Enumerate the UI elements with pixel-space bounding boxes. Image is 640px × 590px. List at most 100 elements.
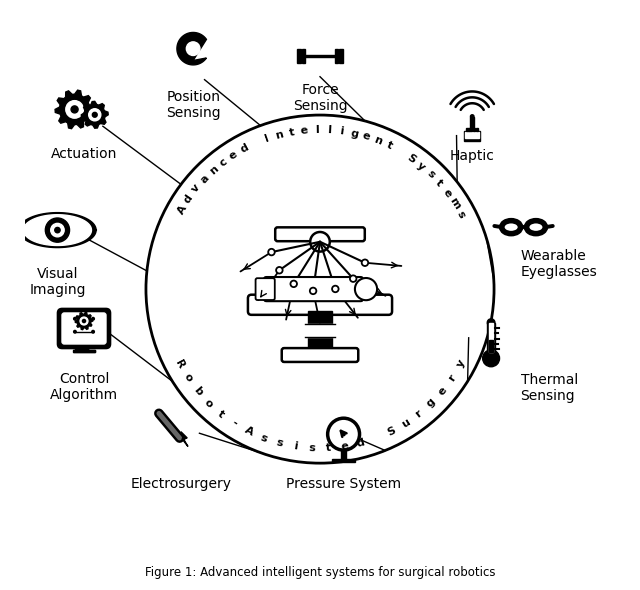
Text: n: n [207,164,220,177]
Text: Control
Algorithm: Control Algorithm [50,372,118,402]
Text: u: u [399,417,412,430]
Polygon shape [341,450,346,458]
Circle shape [89,109,101,121]
Polygon shape [81,101,108,128]
Text: t: t [216,408,227,419]
Text: d: d [182,193,195,205]
Circle shape [66,101,83,118]
Circle shape [355,278,377,300]
Text: I: I [264,133,271,144]
Text: e: e [300,125,308,136]
Text: e: e [436,385,449,397]
Circle shape [74,330,76,333]
Text: s: s [259,432,269,444]
Polygon shape [335,48,339,63]
Text: t: t [385,140,394,152]
Polygon shape [339,48,342,63]
Text: d: d [239,143,250,155]
Text: n: n [274,129,284,141]
Text: d: d [355,437,365,449]
Polygon shape [19,212,96,248]
Text: a: a [198,173,211,185]
Circle shape [186,42,200,55]
FancyBboxPatch shape [264,277,364,301]
Circle shape [328,418,360,450]
Text: n: n [372,135,383,147]
Circle shape [483,350,500,367]
Text: Thermal
Sensing: Thermal Sensing [520,373,578,403]
Polygon shape [55,90,94,129]
Text: A: A [175,203,189,216]
Polygon shape [332,458,355,462]
Polygon shape [301,48,305,63]
Text: s: s [308,443,316,453]
Polygon shape [469,127,472,132]
Text: o: o [202,397,215,409]
Text: m: m [447,196,461,211]
Circle shape [83,319,86,323]
Polygon shape [181,432,188,447]
Text: c: c [218,156,229,169]
Circle shape [71,106,78,113]
Circle shape [92,330,94,333]
Circle shape [362,260,368,266]
Text: y: y [415,160,427,172]
Circle shape [276,267,283,274]
Text: s: s [275,437,284,449]
Polygon shape [487,323,495,354]
Circle shape [45,218,70,242]
Circle shape [92,112,97,117]
FancyBboxPatch shape [275,227,365,241]
Circle shape [310,232,330,251]
Polygon shape [305,55,335,57]
Text: r: r [447,373,458,383]
Circle shape [310,288,316,294]
Text: e: e [340,441,349,452]
Text: l: l [327,125,332,135]
Polygon shape [73,350,95,352]
Text: v: v [190,183,202,195]
Circle shape [332,286,339,292]
Text: Position
Sensing: Position Sensing [166,90,220,120]
Polygon shape [73,344,95,352]
Polygon shape [24,215,92,245]
Text: Figure 1: Advanced intelligent systems for surgical robotics: Figure 1: Advanced intelligent systems f… [145,566,495,579]
Circle shape [268,249,275,255]
Polygon shape [465,132,479,138]
Circle shape [74,317,76,320]
Polygon shape [472,127,475,132]
Text: t: t [434,178,445,189]
Text: t: t [325,443,331,453]
Polygon shape [298,48,301,63]
Text: s: s [425,169,436,181]
Polygon shape [470,117,474,132]
Text: Visual
Imaging: Visual Imaging [29,267,86,297]
Circle shape [342,432,345,435]
Text: i: i [293,441,298,452]
Text: Force
Sensing: Force Sensing [292,83,348,113]
Circle shape [80,317,88,325]
Text: Wearable
Eyeglasses: Wearable Eyeglasses [520,249,597,279]
Circle shape [350,276,356,282]
Text: g: g [425,397,438,409]
Text: S: S [405,152,417,165]
Polygon shape [466,127,468,132]
Circle shape [92,317,94,320]
Text: t: t [288,127,295,137]
FancyBboxPatch shape [248,294,392,315]
Polygon shape [76,312,93,330]
FancyBboxPatch shape [58,309,111,349]
Text: Electrosurgery: Electrosurgery [131,477,232,491]
Polygon shape [464,132,481,140]
Text: o: o [182,372,194,384]
Circle shape [487,319,495,326]
Text: y: y [454,358,467,369]
Text: e: e [361,131,371,142]
Text: e: e [441,187,453,199]
Text: b: b [191,385,204,397]
Text: Pressure System: Pressure System [286,477,401,491]
Text: -: - [230,418,239,429]
Text: A: A [243,425,255,438]
Circle shape [55,227,60,233]
Circle shape [291,281,297,287]
